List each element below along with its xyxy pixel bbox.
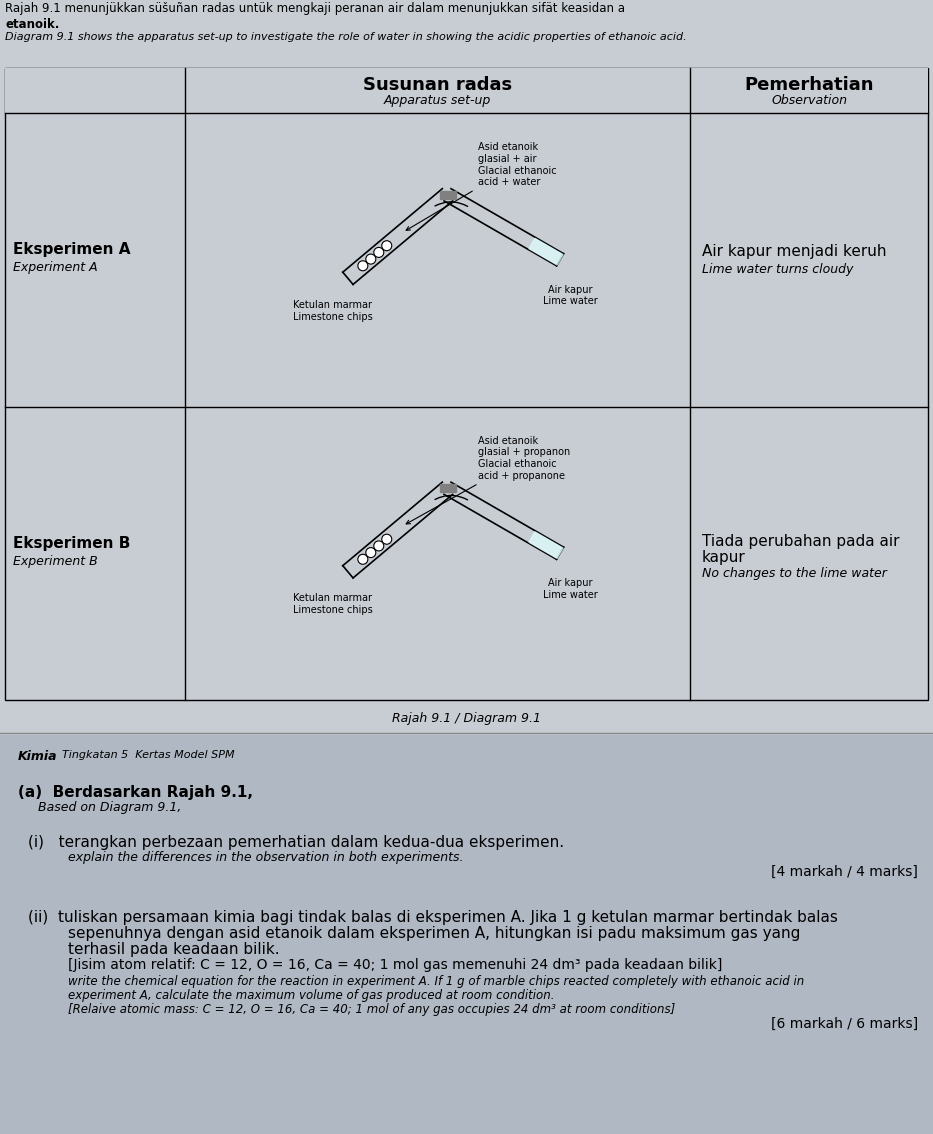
Text: [6 markah / 6 marks]: [6 markah / 6 marks] [771,1017,918,1031]
Text: Kimia: Kimia [18,750,58,763]
Text: Tingkatan 5  Kertas Model SPM: Tingkatan 5 Kertas Model SPM [55,750,234,760]
Text: Rajah 9.1 menunjükkan süšuñan radas untük mengkaji peranan air dalam menunjukkan: Rajah 9.1 menunjükkan süšuñan radas untü… [5,2,625,15]
Text: (a)  Berdasarkan Rajah 9.1,: (a) Berdasarkan Rajah 9.1, [18,785,253,799]
Text: No changes to the lime water: No changes to the lime water [702,567,887,579]
Text: Diagram 9.1 shows the apparatus set-up to investigate the role of water in showi: Diagram 9.1 shows the apparatus set-up t… [5,32,687,42]
Text: Asid etanoik
glasial + air
Glacial ethanoic
acid + water: Asid etanoik glasial + air Glacial ethan… [406,143,556,230]
Text: Air kapur menjadi keruh: Air kapur menjadi keruh [702,244,886,260]
Circle shape [382,534,392,544]
Text: experiment A, calculate the maximum volume of gas produced at room condition.: experiment A, calculate the maximum volu… [68,989,554,1002]
Polygon shape [529,532,564,558]
Circle shape [358,555,368,565]
Text: Rajah 9.1 / Diagram 9.1: Rajah 9.1 / Diagram 9.1 [392,712,541,725]
Text: sepenuhnya dengan asid etanoik dalam eksperimen A, hitungkan isi padu maksimum g: sepenuhnya dengan asid etanoik dalam eks… [68,926,801,941]
Bar [5,68,928,700]
Text: [Relaive atomic mass: C = 12, O = 16, Ca = 40; 1 mol of any gas occupies 24 dm³ : [Relaive atomic mass: C = 12, O = 16, Ca… [68,1002,675,1016]
Bar [5,68,928,113]
Text: Ketulan marmar
Limestone chips: Ketulan marmar Limestone chips [293,301,373,322]
Circle shape [358,261,368,271]
Bar [439,191,455,198]
Text: explain the differences in the observation in both experiments.: explain the differences in the observati… [68,850,464,864]
Text: Tiada perubahan pada air: Tiada perubahan pada air [702,534,899,549]
Circle shape [374,247,383,257]
Bar [0,735,933,1134]
Circle shape [366,254,376,264]
Text: Susunan radas: Susunan radas [363,76,512,94]
Text: write the chemical equation for the reaction in experiment A. If 1 g of marble c: write the chemical equation for the reac… [68,975,804,988]
Text: Apparatus set-up: Apparatus set-up [383,94,491,107]
Text: (ii)  tuliskan persamaan kimia bagi tindak balas di eksperimen A. Jika 1 g ketul: (ii) tuliskan persamaan kimia bagi tinda… [28,909,838,925]
Text: (i)   terangkan perbezaan pemerhatian dalam kedua-dua eksperimen.: (i) terangkan perbezaan pemerhatian dala… [28,835,564,850]
Text: Eksperimen B: Eksperimen B [13,535,131,551]
Text: Based on Diagram 9.1,: Based on Diagram 9.1, [38,801,181,814]
Text: terhasil pada keadaan bilik.: terhasil pada keadaan bilik. [68,942,280,957]
Text: Lime water turns cloudy: Lime water turns cloudy [702,263,854,277]
Circle shape [382,240,392,251]
Text: Observation: Observation [771,94,847,107]
Polygon shape [529,238,564,265]
Text: Asid etanoik
glasial + propanon
Glacial ethanoic
acid + propanone: Asid etanoik glasial + propanon Glacial … [406,435,570,524]
Text: Air kapur
Lime water: Air kapur Lime water [543,285,597,306]
Bar [439,484,455,492]
Text: Ketulan marmar
Limestone chips: Ketulan marmar Limestone chips [293,593,373,615]
Text: Eksperimen A: Eksperimen A [13,243,131,257]
Text: [Jisim atom relatif: C = 12, O = 16, Ca = 40; 1 mol gas memenuhi 24 dm³ pada kea: [Jisim atom relatif: C = 12, O = 16, Ca … [68,958,722,972]
Text: Air kapur
Lime water: Air kapur Lime water [543,578,597,600]
Circle shape [374,541,383,551]
Circle shape [366,548,376,558]
Text: Experiment B: Experiment B [13,555,98,568]
Text: Pemerhatian: Pemerhatian [745,76,873,94]
Text: [4 markah / 4 marks]: [4 markah / 4 marks] [772,865,918,879]
Text: Experiment A: Experiment A [13,261,98,274]
Text: kapur: kapur [702,550,745,565]
Text: etanoik.: etanoik. [5,18,60,31]
